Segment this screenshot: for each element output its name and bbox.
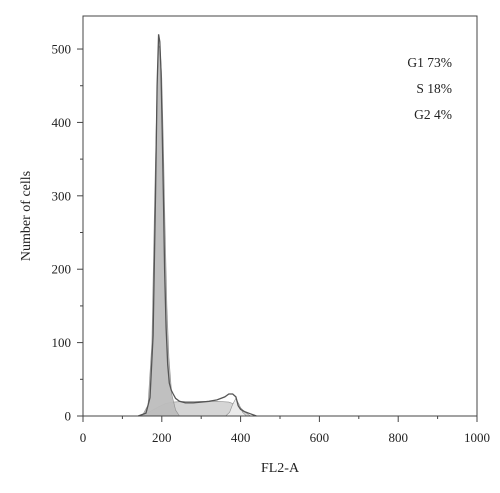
x-axis-title: FL2-A — [261, 461, 300, 476]
x-tick-label: 200 — [152, 430, 172, 445]
plot-frame — [82, 15, 478, 417]
x-axis: 0 200 400 600 800 1000 — [80, 416, 490, 445]
y-axis: 0 100 200 300 400 500 — [52, 42, 83, 424]
y-tick-label: 400 — [52, 115, 72, 130]
y-tick-label: 200 — [52, 262, 72, 277]
x-tick-label: 400 — [231, 430, 251, 445]
legend-entry-g1: G1 73% — [407, 55, 452, 70]
histogram-line — [137, 34, 257, 417]
legend-entry-g2: G2 4% — [414, 107, 452, 122]
y-tick-label: 100 — [52, 335, 72, 350]
x-tick-label: 600 — [310, 430, 330, 445]
g1-fit-area — [141, 45, 180, 417]
legend-entry-s: S 18% — [416, 81, 452, 96]
y-tick-label: 300 — [52, 188, 72, 203]
x-tick-label: 1000 — [464, 430, 490, 445]
x-tick-label: 0 — [80, 430, 87, 445]
y-tick-label: 500 — [52, 42, 72, 57]
y-axis-title: Number of cells — [19, 171, 34, 261]
cell-cycle-legend: G1 73% S 18% G2 4% — [407, 55, 452, 122]
curves-layer — [137, 34, 257, 417]
x-tick-label: 800 — [388, 430, 408, 445]
y-tick-label: 0 — [65, 409, 72, 424]
